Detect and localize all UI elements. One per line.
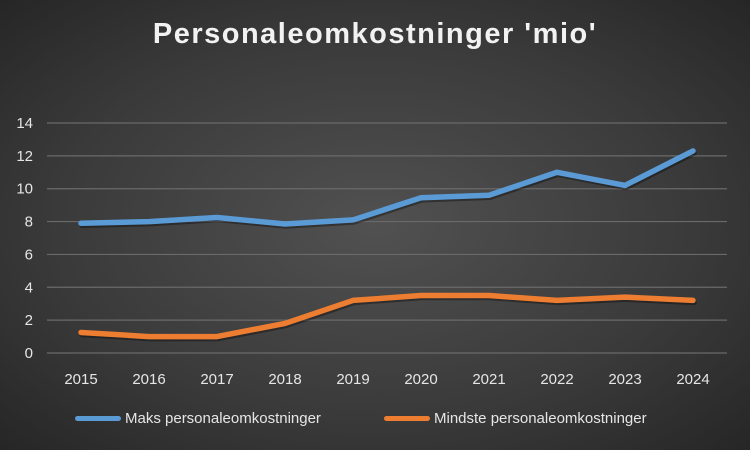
series-shadow: [79, 150, 697, 229]
y-tick-label: 8: [25, 214, 33, 231]
x-tick-label: 2023: [608, 371, 641, 388]
x-tick-label: 2018: [268, 371, 301, 388]
x-tick-label: 2022: [540, 371, 573, 388]
y-tick-label: 4: [25, 279, 33, 296]
legend-label-mindste: Mindste personaleomkostninger: [434, 410, 647, 427]
x-tick-label: 2016: [132, 371, 165, 388]
y-tick-label: 2: [25, 312, 33, 329]
legend-swatch-mindste: [384, 416, 430, 421]
x-tick-label: 2015: [64, 371, 97, 388]
series-shadow: [79, 294, 697, 342]
legend-item-mindste: Mindste personaleomkostninger: [384, 410, 647, 427]
y-tick-label: 14: [16, 115, 33, 132]
y-tick-label: 12: [16, 148, 33, 165]
y-tick-label: 6: [25, 246, 33, 263]
x-tick-label: 2020: [404, 371, 437, 388]
x-tick-label: 2024: [676, 371, 709, 388]
x-tick-label: 2017: [200, 371, 233, 388]
x-tick-label: 2021: [472, 371, 505, 388]
series-line-mindste: [78, 292, 696, 340]
y-tick-label: 10: [16, 181, 33, 198]
chart-title: Personaleomkostninger 'mio': [152, 18, 598, 50]
series-line-maks: [78, 148, 696, 227]
x-tick-label: 2019: [336, 371, 369, 388]
legend-swatch-maks: [75, 416, 121, 421]
y-tick-label: 0: [25, 345, 33, 362]
legend-label-maks: Maks personaleomkostninger: [125, 410, 321, 427]
legend-item-maks: Maks personaleomkostninger: [75, 410, 321, 427]
